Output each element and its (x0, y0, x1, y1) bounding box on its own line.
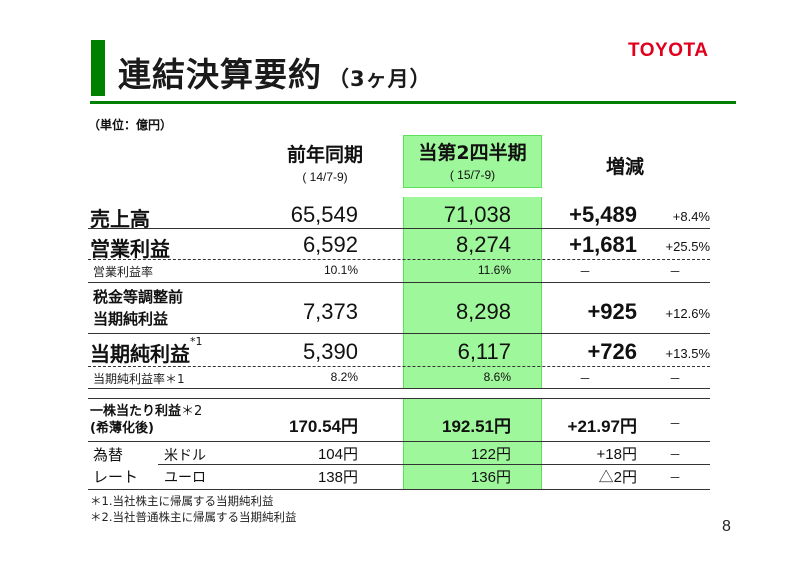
op-income-current: 8,274 (455, 232, 511, 257)
footnote-2: ＊2.当社普通株主に帰属する当期純利益 (90, 510, 297, 524)
header-rule (90, 101, 736, 104)
title-accent-bar (91, 40, 105, 96)
fx-eur-change-pct: － (668, 471, 681, 485)
net-income-prior: 5,390 (302, 339, 358, 364)
fx-eur-current: 136円 (470, 469, 511, 486)
fx-usd-change-pct: － (668, 448, 681, 462)
net-income-change-pct: +13.5% (665, 346, 710, 361)
op-income-change-pct: +25.5% (665, 239, 710, 254)
row-label-sales: 売上高 (90, 207, 150, 231)
current-period-header-highlight (403, 135, 542, 188)
net-margin-change-pct: － (668, 372, 681, 386)
page-number: 8 (722, 518, 731, 535)
pretax-current: 8,298 (455, 299, 511, 324)
sales-change-pct: +8.4% (672, 209, 710, 224)
row-divider-dashed (88, 366, 710, 367)
net-margin-change: － (578, 372, 591, 386)
column-header-change: 増減 (605, 156, 644, 178)
op-margin-current: 11.6% (477, 263, 511, 277)
sales-current: 71,038 (443, 202, 511, 227)
row-label-net-income: 当期純利益*1 (90, 335, 203, 366)
fx-usd-current: 122円 (470, 446, 511, 463)
eps-current: 192.51円 (442, 417, 511, 436)
row-divider-dashed (88, 259, 710, 260)
row-divider (88, 333, 710, 334)
page-title: 連結決算要約 （3ヶ月） (118, 48, 432, 96)
fx-usd-change: +18円 (596, 446, 637, 463)
footnote-ref: *1 (190, 335, 203, 348)
op-income-prior: 6,592 (302, 232, 358, 257)
footnote-1: ＊1.当社株主に帰属する当期純利益 (90, 494, 274, 508)
pretax-prior: 7,373 (302, 299, 358, 324)
sales-prior: 65,549 (290, 202, 358, 227)
row-divider (88, 388, 710, 389)
row-label-pretax-income: 税金等調整前 当期純利益 (93, 288, 184, 328)
toyota-logo: TOYOTA (628, 40, 709, 61)
current-period-column-highlight-lower (403, 398, 542, 489)
row-divider (88, 398, 710, 399)
op-margin-change: － (578, 265, 591, 279)
row-label-fx-rate: 為替 レート (93, 446, 139, 486)
row-divider (88, 282, 710, 283)
pretax-change: +925 (587, 299, 637, 324)
eps-prior: 170.54円 (289, 417, 358, 436)
fx-eur-prior: 138円 (317, 469, 358, 486)
column-header-current: 当第2四半期 ( 15/7-9) (418, 142, 527, 182)
row-divider (88, 441, 710, 442)
page-title-sub: （3ヶ月） (328, 67, 432, 91)
net-margin-current: 8.6% (483, 370, 511, 384)
sales-change: +5,489 (569, 202, 637, 227)
op-margin-prior: 10.1% (323, 263, 358, 277)
pretax-change-pct: +12.6% (665, 306, 710, 321)
eps-change: +21.97円 (567, 417, 637, 436)
table-bottom-rule (88, 489, 710, 490)
row-label-operating-income: 営業利益 (90, 237, 170, 261)
net-income-current: 6,117 (457, 339, 511, 364)
row-label-operating-margin: 営業利益率 (93, 265, 154, 279)
row-label-eps: 一株当たり利益＊2 (希薄化後) (90, 404, 203, 436)
eps-change-pct: － (668, 417, 681, 431)
row-label-net-margin: 当期純利益率＊1 (93, 372, 185, 386)
fx-eur-change: △2円 (598, 469, 637, 486)
net-margin-prior: 8.2% (330, 370, 358, 384)
row-divider (88, 228, 710, 229)
fx-label-usd: 米ドル (164, 448, 206, 464)
fx-label-eur: ユーロ (164, 470, 206, 486)
page-title-main: 連結決算要約 (118, 55, 322, 94)
row-divider (158, 464, 710, 465)
op-margin-change-pct: － (668, 265, 681, 279)
op-income-change: +1,681 (569, 232, 637, 257)
unit-label: （単位：億円） (88, 118, 173, 132)
column-header-prior: 前年同期 ( 14/7-9) (286, 144, 363, 184)
net-income-change: +726 (587, 339, 637, 364)
fx-usd-prior: 104円 (317, 446, 358, 463)
